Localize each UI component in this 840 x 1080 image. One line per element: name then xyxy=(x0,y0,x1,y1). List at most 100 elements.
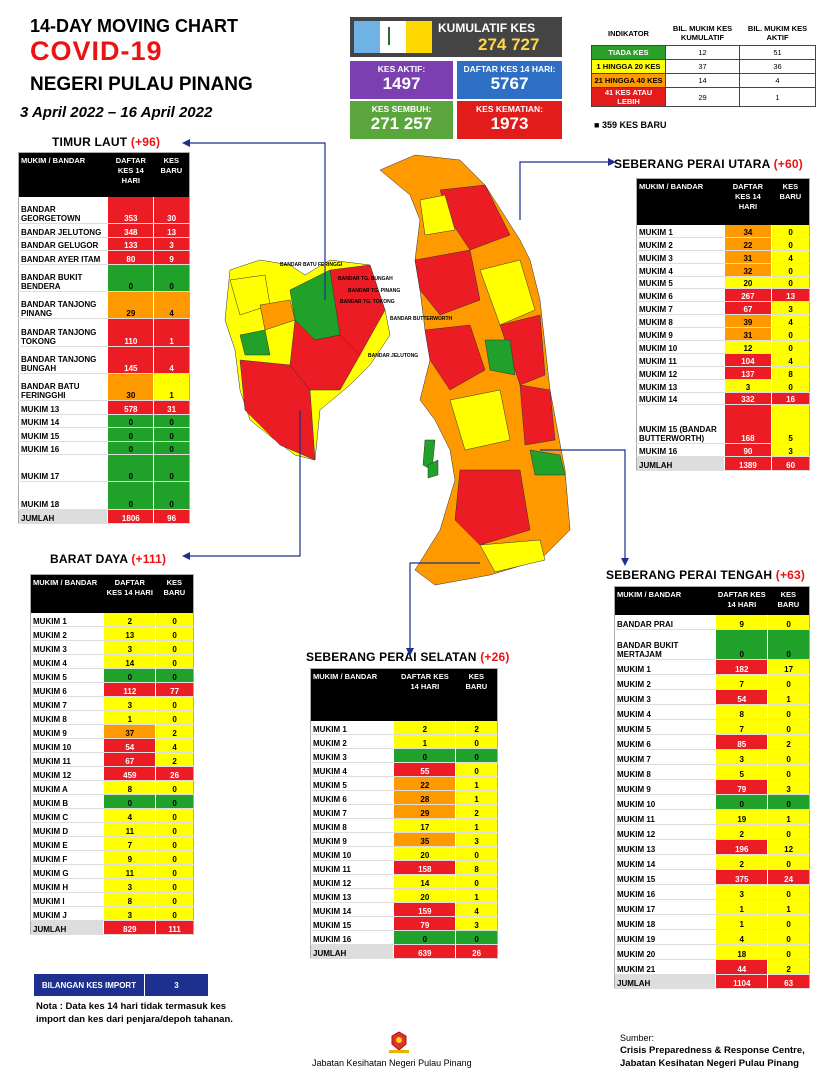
mukim-name: BANDAR TANJONG PINANG xyxy=(18,291,108,320)
table-row: MUKIM 3 54 1 xyxy=(614,689,810,705)
spt-plus: (+63) xyxy=(775,568,806,582)
new-cases: 0 xyxy=(155,612,194,627)
column-header: MUKIM / BANDAR xyxy=(30,574,104,613)
table-row: BANDAR TANJONG PINANG 29 4 xyxy=(18,291,190,320)
table-row: MUKIM 13 20 1 xyxy=(310,888,498,903)
new-cases: 0 xyxy=(155,906,194,921)
table-row: MUKIM 1 182 17 xyxy=(614,659,810,675)
mukim-name: BANDAR BUKIT MERTAJAM xyxy=(614,629,716,660)
mukim-name: MUKIM 14 xyxy=(614,854,716,870)
cases-14-day: 137 xyxy=(723,366,772,380)
cases-14-day: 168 xyxy=(723,404,772,445)
table-row: MUKIM 11 67 2 xyxy=(30,752,194,767)
new-cases: 4 xyxy=(771,353,810,367)
table-row: BANDAR BUKIT BENDERA 0 0 xyxy=(18,264,190,293)
table-row: MUKIM 20 18 0 xyxy=(614,944,810,960)
new-cases-note: ■ 359 KES BARU xyxy=(594,120,667,130)
mukim-name: MUKIM 14 xyxy=(18,414,108,429)
column-header: KES BARU xyxy=(155,574,194,613)
table-row: MUKIM 15 79 3 xyxy=(310,916,498,931)
new-cases: 0 xyxy=(771,224,810,238)
table-row: MUKIM D 11 0 xyxy=(30,822,194,837)
new-cases: 0 xyxy=(455,734,498,749)
table-row: BANDAR BUKIT MERTAJAM 0 0 xyxy=(614,629,810,660)
table-row: MUKIM 13 196 12 xyxy=(614,839,810,855)
table-row: MUKIM 13 3 0 xyxy=(636,379,810,393)
mukim-name: MUKIM 17 xyxy=(614,899,716,915)
new-cases: 1 xyxy=(455,790,498,805)
timur-laut-table: MUKIM / BANDAR DAFTAR KES 14 HARI KES BARU… xyxy=(18,152,190,524)
indicator-row: 21 HINGGA 40 KES 14 4 xyxy=(591,73,816,88)
table-row: MUKIM 15 0 0 xyxy=(18,427,190,442)
import-label: BILANGAN KES IMPORT xyxy=(41,980,137,990)
cases-14-day: 54 xyxy=(103,738,156,753)
mukim-name: MUKIM C xyxy=(30,808,104,823)
table-row: MUKIM 11 158 8 xyxy=(310,860,498,875)
kes-sembuh-box: KES SEMBUH: 271 257 xyxy=(350,101,453,139)
new-cases: 0 xyxy=(155,850,194,865)
indicator-row: 1 HINGGA 20 KES 37 36 xyxy=(591,59,816,74)
mukim-name: BANDAR GEORGETOWN xyxy=(18,196,108,225)
map-label-bungah: BANDAR TG. BUNGAH xyxy=(338,276,393,282)
kes-sembuh-value: 271 257 xyxy=(370,114,433,133)
table-row: MUKIM 14 159 4 xyxy=(310,902,498,917)
new-cases: 2 xyxy=(767,959,810,975)
barat-daya-table: MUKIM / BANDAR DAFTAR KES 14 HARI KES BARU… xyxy=(30,574,194,935)
indicator-row: TIADA KES 12 51 xyxy=(591,45,816,60)
table-header: MUKIM / BANDAR DAFTAR KES 14 HARI KES BARU xyxy=(614,586,810,615)
import-box: BILANGAN KES IMPORT 3 xyxy=(34,974,208,996)
table-header: MUKIM / BANDAR DAFTAR KES 14 HARI KES BARU xyxy=(18,152,190,197)
mukim-name: MUKIM A xyxy=(30,780,104,795)
new-cases: 0 xyxy=(767,794,810,810)
cases-14-day: 375 xyxy=(715,869,768,885)
mukim-name: MUKIM G xyxy=(30,864,104,879)
map-label-jelutong: BANDAR JELUTONG xyxy=(368,353,418,359)
table-row: MUKIM 16 0 0 xyxy=(18,441,190,456)
covid-title: COVID-19 xyxy=(30,36,163,66)
table-row: MUKIM 8 17 1 xyxy=(310,818,498,833)
mukim-name: MUKIM 4 xyxy=(30,654,104,669)
table-row: BANDAR AYER ITAM 80 9 xyxy=(18,250,190,265)
total-row: JUMLAH 639 26 xyxy=(310,944,498,959)
cases-14-day: 353 xyxy=(107,196,154,225)
table-row: MUKIM 14 2 0 xyxy=(614,854,810,870)
new-cases: 0 xyxy=(767,914,810,930)
mukim-name: MUKIM 2 xyxy=(310,734,394,749)
cases-14-day: 0 xyxy=(107,264,154,293)
cases-14-day: 196 xyxy=(715,839,768,855)
new-cases: 9 xyxy=(153,250,190,265)
new-cases: 3 xyxy=(767,779,810,795)
cases-14-day: 2 xyxy=(715,824,768,840)
cases-14-day: 3 xyxy=(103,696,156,711)
table-row: MUKIM 10 54 4 xyxy=(30,738,194,753)
cases-14-day: 5 xyxy=(715,764,768,780)
cases-14-day: 110 xyxy=(107,318,154,347)
mukim-name: MUKIM 11 xyxy=(310,860,394,875)
mukim-name: MUKIM 5 xyxy=(636,276,725,290)
timur-laut-title: TIMUR LAUT (+96) xyxy=(52,135,160,149)
cases-14-day: 348 xyxy=(107,223,154,238)
kumulatif-label: KUMULATIF KES xyxy=(438,21,536,35)
spu-name: SEBERANG PERAI UTARA xyxy=(614,157,771,171)
new-cases: 0 xyxy=(155,864,194,879)
indicator-row: 41 KES ATAU LEBIH 29 1 xyxy=(591,87,816,107)
mukim-name: BANDAR AYER ITAM xyxy=(18,250,108,265)
total-cell: JUMLAH xyxy=(30,920,104,935)
new-cases: 3 xyxy=(455,916,498,931)
new-cases: 0 xyxy=(767,719,810,735)
cases-14-day: 44 xyxy=(715,959,768,975)
table-row: MUKIM 11 104 4 xyxy=(636,353,810,367)
new-cases: 0 xyxy=(455,874,498,889)
table-row: MUKIM 16 0 0 xyxy=(310,930,498,945)
tl-name: TIMUR LAUT xyxy=(52,135,128,149)
column-header: DAFTAR KES 14 HARI xyxy=(724,178,772,225)
mukim-name: MUKIM 14 xyxy=(310,902,394,917)
table-row: MUKIM 6 85 2 xyxy=(614,734,810,750)
daftar-14-hari-value: 5767 xyxy=(490,74,529,93)
cases-14-day: 19 xyxy=(715,809,768,825)
